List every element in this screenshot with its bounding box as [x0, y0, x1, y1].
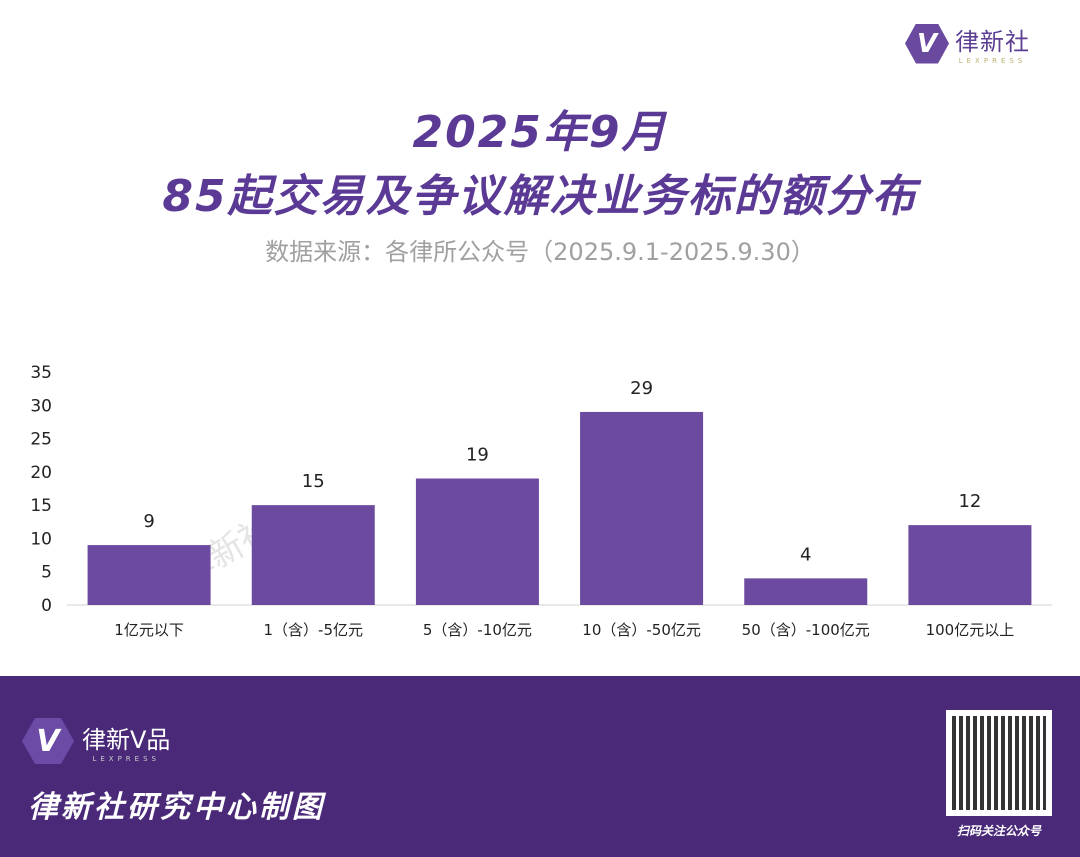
data-label: 4 [800, 544, 811, 565]
bar [744, 578, 868, 605]
x-tick-label: 100亿元以上 [926, 621, 1015, 639]
y-tick-label: 20 [30, 463, 52, 483]
x-tick-label: 50（含）-100亿元 [742, 621, 870, 639]
bar [87, 545, 211, 605]
footer-brand-sub: LEXPRESS [92, 754, 160, 763]
footer-brand: 律新V品 [82, 725, 171, 754]
footer: V 律新V品 LEXPRESS 律新社研究中心制图 扫码关注公众号 [0, 676, 1080, 857]
y-tick-label: 30 [30, 396, 52, 416]
qr-code[interactable] [946, 710, 1052, 816]
bar [580, 411, 704, 605]
data-label: 19 [466, 445, 489, 466]
footer-credit: 律新社研究中心制图 [28, 790, 325, 825]
y-tick-label: 0 [41, 596, 52, 616]
bar [251, 505, 375, 605]
bar-chart: 律新社 0510152025303591亿元以下151（含）-5亿元195（含）… [30, 363, 1052, 639]
bar [908, 525, 1032, 605]
qr-label: 扫码关注公众号 [956, 824, 1041, 838]
brand-name: 律新社 [955, 28, 1030, 56]
y-tick-label: 10 [30, 529, 52, 549]
footer-logo: V 律新V品 LEXPRESS [22, 718, 170, 764]
v-hexagon-logo-icon: V [22, 718, 74, 764]
brand-sub: LEXPRESS [958, 57, 1027, 65]
y-tick-label: 35 [30, 363, 52, 383]
data-label: 12 [958, 491, 981, 512]
data-label: 9 [143, 511, 154, 532]
data-label: 29 [630, 378, 653, 399]
y-tick-label: 15 [30, 496, 52, 516]
y-tick-label: 25 [30, 430, 52, 450]
title-line2: 85起交易及争议解决业务标的额分布 [162, 171, 918, 222]
x-tick-label: 10（含）-50亿元 [582, 621, 701, 639]
bar [415, 478, 539, 605]
brand-logo: V 律新社 LEXPRESS [905, 22, 1030, 65]
data-label: 15 [302, 471, 325, 492]
subtitle: 数据来源：各律所公众号（2025.9.1-2025.9.30） [265, 238, 815, 266]
x-tick-label: 1（含）-5亿元 [263, 621, 363, 639]
qr-code-icon [952, 716, 1046, 810]
v-hexagon-logo-icon: V [905, 23, 949, 64]
title-line1: 2025年9月 [412, 107, 668, 158]
x-tick-label: 1亿元以下 [114, 621, 184, 639]
x-tick-label: 5（含）-10亿元 [423, 621, 532, 639]
y-tick-label: 5 [41, 563, 52, 583]
